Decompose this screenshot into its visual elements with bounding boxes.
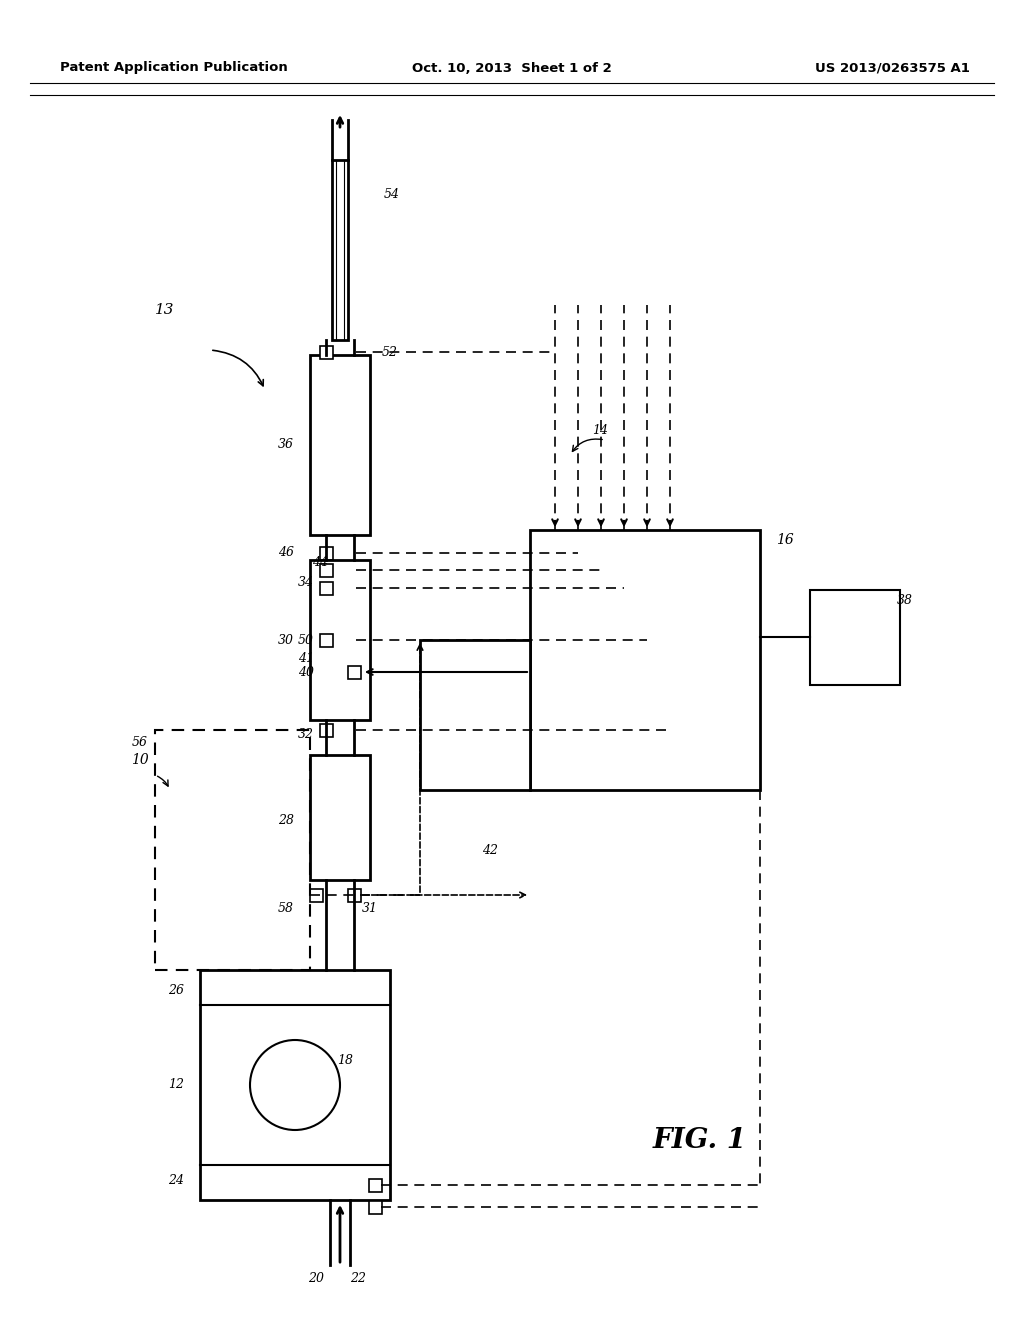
- Bar: [369, 1200, 382, 1213]
- Text: 32: 32: [298, 729, 314, 742]
- Text: 18: 18: [337, 1053, 353, 1067]
- Text: 22: 22: [350, 1271, 366, 1284]
- Text: 44: 44: [312, 557, 328, 569]
- Text: 41: 41: [298, 652, 314, 664]
- Bar: [369, 1179, 382, 1192]
- Text: 30: 30: [278, 634, 294, 647]
- Text: Patent Application Publication: Patent Application Publication: [60, 62, 288, 74]
- Text: 13: 13: [156, 304, 175, 317]
- Bar: [810, 590, 900, 685]
- Text: 14: 14: [592, 424, 608, 437]
- Bar: [530, 531, 760, 789]
- Text: 54: 54: [384, 189, 400, 202]
- Bar: [200, 970, 390, 1200]
- Text: US 2013/0263575 A1: US 2013/0263575 A1: [815, 62, 970, 74]
- Text: 38: 38: [897, 594, 913, 606]
- Bar: [310, 355, 370, 535]
- Bar: [420, 640, 530, 789]
- Bar: [319, 564, 333, 577]
- Bar: [310, 560, 370, 719]
- Bar: [319, 723, 333, 737]
- Text: 46: 46: [278, 546, 294, 560]
- Bar: [332, 160, 348, 341]
- Text: 58: 58: [278, 902, 294, 915]
- Text: 56: 56: [132, 737, 148, 750]
- Bar: [347, 665, 360, 678]
- Text: FIG. 1: FIG. 1: [653, 1126, 746, 1154]
- Bar: [319, 346, 333, 359]
- Bar: [319, 546, 333, 560]
- Text: 26: 26: [168, 983, 184, 997]
- Bar: [309, 888, 323, 902]
- Text: 40: 40: [298, 665, 314, 678]
- Bar: [310, 755, 370, 880]
- Text: 34: 34: [298, 577, 314, 590]
- Text: 50: 50: [298, 634, 314, 647]
- Bar: [347, 888, 360, 902]
- Text: 28: 28: [278, 813, 294, 826]
- Circle shape: [250, 1040, 340, 1130]
- Text: Oct. 10, 2013  Sheet 1 of 2: Oct. 10, 2013 Sheet 1 of 2: [412, 62, 612, 74]
- Text: 42: 42: [482, 843, 498, 857]
- Text: 24: 24: [168, 1173, 184, 1187]
- Text: 12: 12: [168, 1078, 184, 1092]
- Bar: [155, 730, 310, 970]
- Text: 36: 36: [278, 438, 294, 451]
- Text: 20: 20: [308, 1271, 324, 1284]
- Text: 52: 52: [382, 346, 398, 359]
- Bar: [319, 582, 333, 594]
- Text: 10: 10: [131, 752, 148, 767]
- Text: 31: 31: [362, 902, 378, 915]
- Text: 16: 16: [776, 533, 794, 546]
- Bar: [319, 634, 333, 647]
